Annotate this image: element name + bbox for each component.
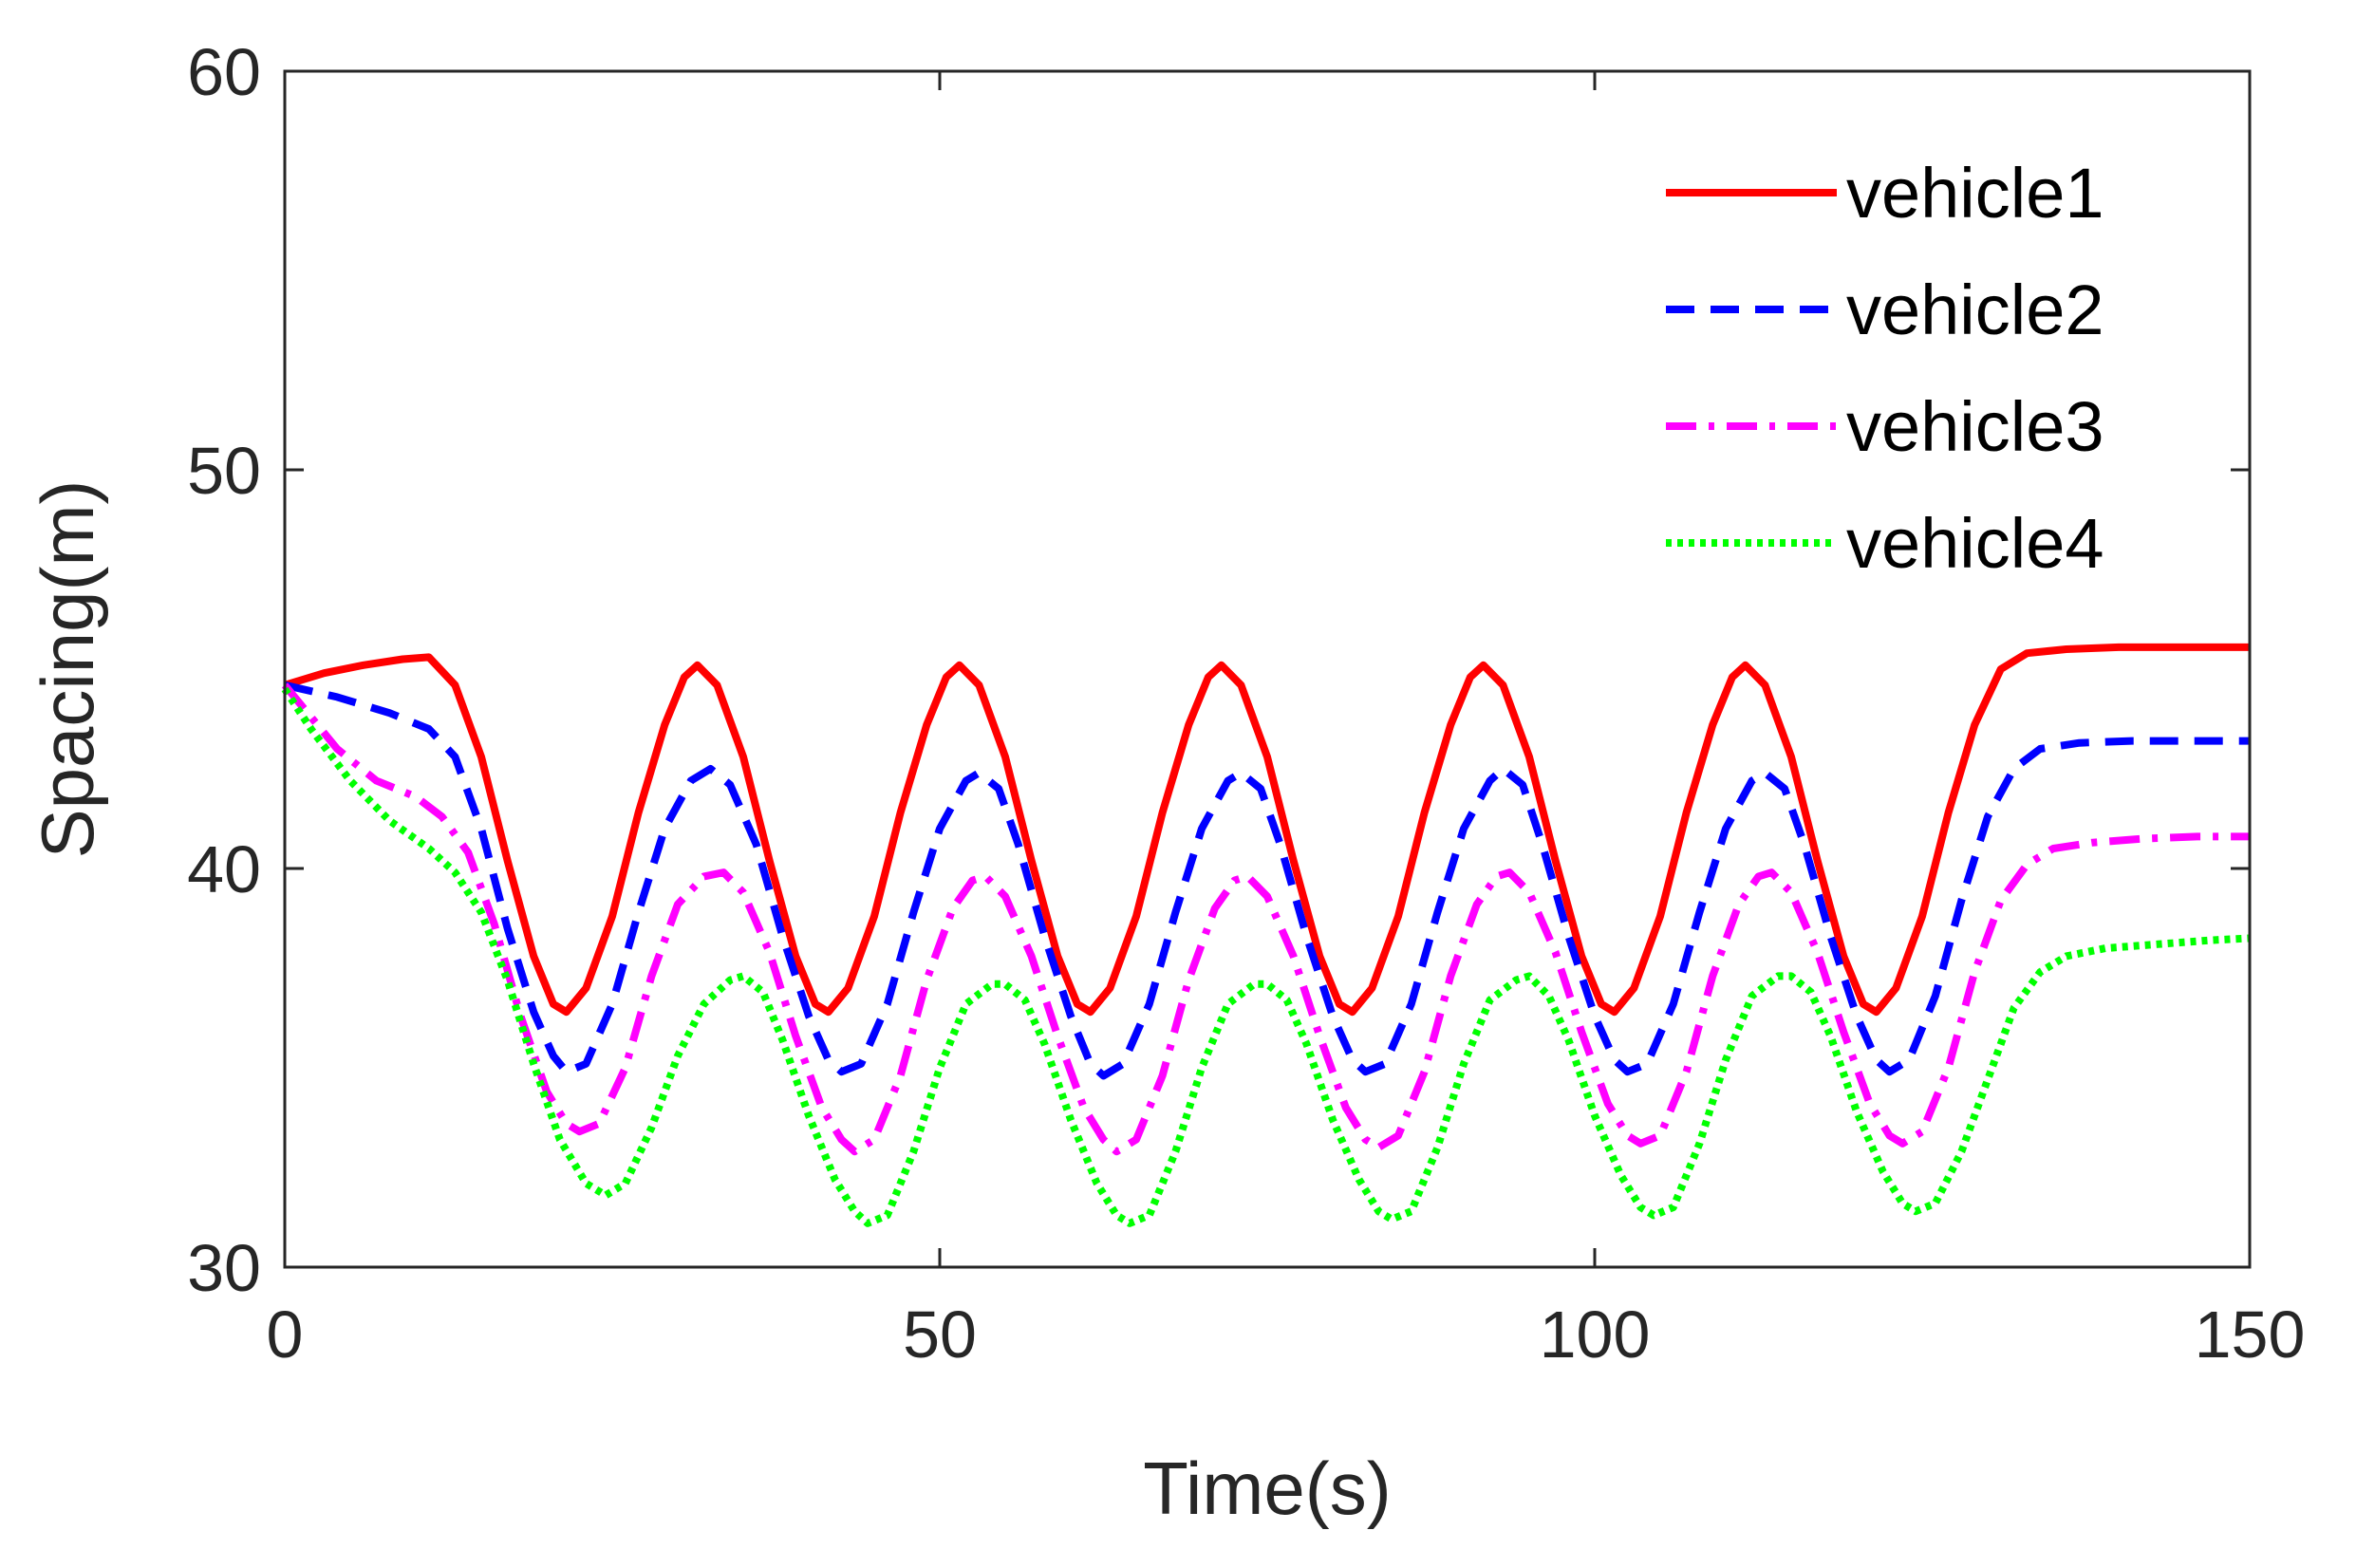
legend: vehicle1 vehicle2 vehicle3 vehicle4 [1666,154,2104,583]
series-line-vehicle3 [281,682,2250,1156]
x-axis-label: Time(s) [1143,1447,1391,1530]
axes-frame [283,69,2252,1269]
series-layer [281,643,2251,1227]
x-tick-label: 0 [267,1297,304,1372]
legend-label-vehicle2: vehicle2 [1846,271,2104,349]
y-tick-label: 60 [187,35,261,109]
legend-label-vehicle3: vehicle3 [1846,387,2104,466]
x-tick-label: 100 [1540,1297,1651,1372]
x-tick-label: 50 [903,1297,977,1372]
y-tick-label: 30 [187,1231,261,1305]
y-tick-label: 40 [187,832,261,906]
legend-label-vehicle4: vehicle4 [1846,504,2104,583]
series-line-vehicle4 [281,686,2251,1227]
series-line-vehicle2 [284,681,2250,1080]
y-tick-label: 50 [187,434,261,508]
y-axis-label: Spacing(m) [26,480,109,859]
plot-area-border [283,69,2252,1269]
x-tick-label: 150 [2195,1297,2306,1372]
series-line-vehicle1 [283,643,2250,1017]
ticks: 0 50 100 150 30 40 50 60 [187,35,2305,1372]
legend-label-vehicle1: vehicle1 [1846,154,2104,233]
